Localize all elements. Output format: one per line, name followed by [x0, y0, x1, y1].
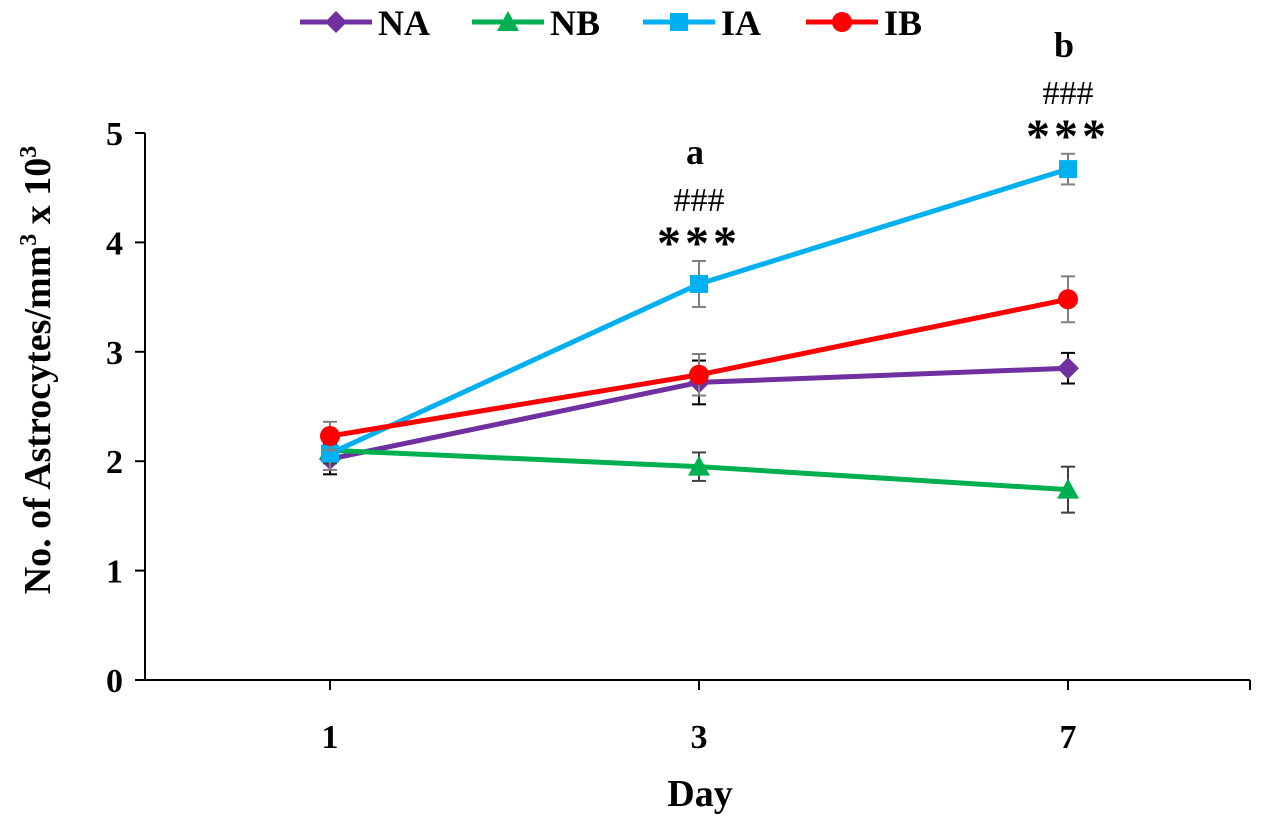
legend-label: IA [721, 3, 761, 43]
data-point-ia [1059, 160, 1077, 179]
legend-marker [497, 11, 519, 31]
legend-label: NB [550, 3, 600, 43]
significance-letter: a [686, 132, 704, 172]
y-tick-label: 5 [106, 116, 123, 153]
legend-label: IB [884, 3, 922, 43]
y-tick-label: 4 [106, 225, 123, 262]
data-point-nb [1057, 478, 1079, 499]
y-axis-title-sup-2: 3 [16, 146, 42, 158]
y-axis-title: No. of Astrocytes/mm3 x 103 [16, 146, 59, 595]
significance-hash: ### [1043, 75, 1094, 112]
y-tick-label: 1 [106, 554, 123, 591]
annotation-day-7: ***### b [1026, 25, 1110, 163]
legend-label: NA [378, 3, 430, 43]
data-point-na [1057, 357, 1079, 380]
legend-marker [325, 11, 347, 33]
axes: 0 1 2 3 4 5 1 3 7 [106, 116, 1251, 756]
series-ib [320, 275, 1078, 452]
significance-stars: *** [1026, 110, 1110, 163]
y-tick-label: 3 [106, 335, 123, 372]
legend-marker [670, 13, 688, 31]
x-axis-title: Day [667, 773, 732, 815]
legend-marker [832, 12, 852, 32]
x-tick-label: 7 [1060, 719, 1077, 756]
annotation-layer: ***###a ***###b [657, 25, 1110, 270]
legend-item-ia: IA [643, 3, 761, 43]
y-axis-title-sup-1: 3 [16, 234, 42, 246]
x-tick-label: 3 [691, 719, 708, 756]
y-axis-title-main: No. of Astrocytes/mm [17, 246, 59, 595]
legend: NA NB IA IB [300, 3, 922, 43]
data-point-ib [320, 426, 340, 447]
data-point-ib [689, 364, 709, 385]
data-point-ia [321, 444, 339, 463]
data-point-nb [688, 455, 710, 476]
series-nb [319, 436, 1079, 514]
annotation-day-3: ***### a [657, 132, 741, 270]
legend-item-na: NA [300, 3, 430, 43]
data-point-ia [690, 274, 708, 293]
x-tick-label: 1 [322, 719, 339, 756]
data-point-ib [1058, 289, 1078, 310]
y-tick-label: 2 [106, 444, 123, 481]
series-layer [319, 152, 1079, 514]
legend-item-nb: NB [472, 3, 600, 43]
y-tick-label: 0 [106, 663, 123, 700]
y-axis-title-mid: x 10 [17, 158, 59, 234]
significance-letter: b [1054, 25, 1074, 65]
significance-hash: ### [674, 182, 725, 219]
significance-stars: *** [657, 217, 741, 270]
legend-item-ib: IB [806, 3, 922, 43]
